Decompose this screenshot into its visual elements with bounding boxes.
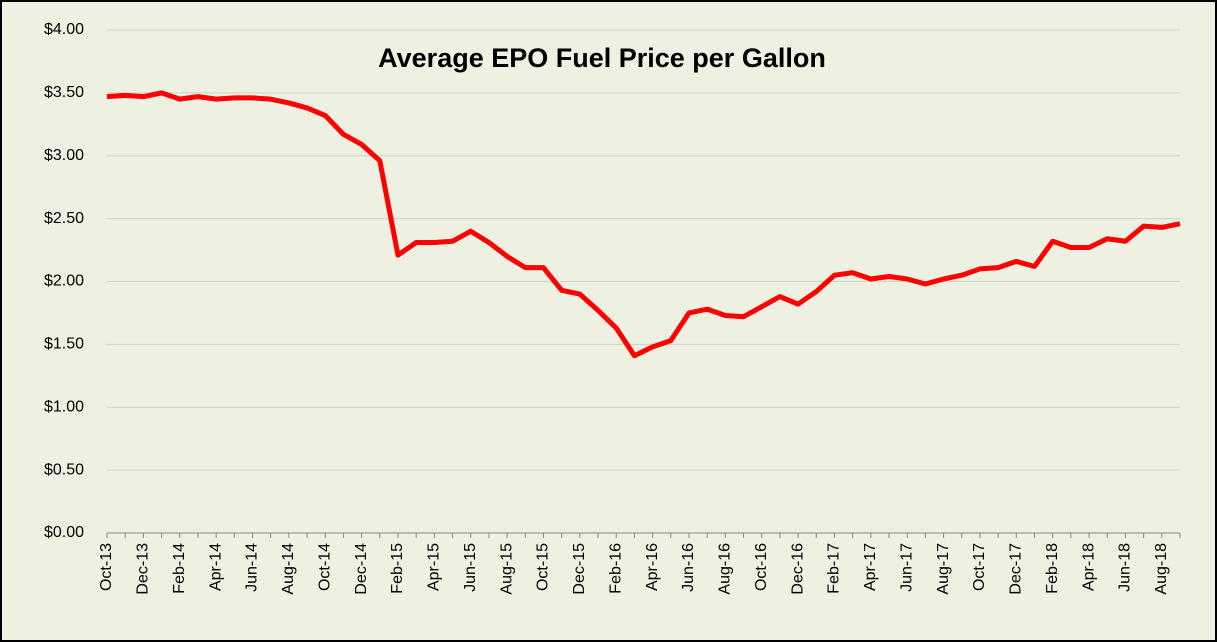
y-tick-label: $2.50: [44, 210, 84, 227]
line-series: [106, 90, 1181, 359]
x-tick-label: Dec-15: [571, 543, 588, 595]
x-tick-label: Feb-16: [607, 543, 624, 594]
x-tick-label: Oct-13: [98, 543, 115, 591]
x-tick-label: Oct-15: [535, 543, 552, 591]
x-tick-label: Apr-17: [862, 543, 879, 591]
y-tick-label: $2.00: [44, 273, 84, 290]
x-tick-label: Aug-16: [717, 543, 734, 595]
x-tick-label: Dec-17: [1008, 543, 1025, 595]
x-tick-label: Jun-14: [244, 543, 261, 592]
x-tick-label: Dec-13: [135, 543, 152, 595]
y-tick-label: $3.00: [44, 147, 84, 164]
x-tick-label: Oct-14: [316, 543, 333, 591]
chart-title: Average EPO Fuel Price per Gallon: [378, 43, 826, 73]
x-tick-label: Feb-17: [826, 543, 843, 594]
x-tick-label: Jun-15: [462, 543, 479, 592]
y-tick-label: $0.50: [44, 461, 84, 478]
y-tick-label: $1.50: [44, 336, 84, 353]
y-tick-label: $1.00: [44, 398, 84, 415]
x-tick-label: Dec-16: [789, 543, 806, 595]
x-tick-label: Jun-16: [680, 543, 697, 592]
x-tick-label: Jun-17: [898, 543, 915, 592]
x-tick-label: Feb-14: [171, 543, 188, 594]
y-tick-label: $3.50: [44, 84, 84, 101]
x-tick-label: Aug-15: [498, 543, 515, 595]
x-tick-label: Aug-18: [1153, 543, 1170, 595]
x-tick-label: Aug-14: [280, 543, 297, 595]
x-tick-label: Oct-17: [971, 543, 988, 591]
x-tick-label: Dec-14: [353, 543, 370, 595]
x-tick-label: Aug-17: [935, 543, 952, 595]
x-tick-label: Jun-18: [1117, 543, 1134, 592]
x-tick-label: Apr-18: [1080, 543, 1097, 591]
x-tick-label: Oct-16: [753, 543, 770, 591]
x-tick-label: Feb-18: [1044, 543, 1061, 594]
y-tick-label: $0.00: [44, 524, 84, 541]
x-tick-label: Apr-14: [207, 543, 224, 591]
x-tick-label: Feb-15: [389, 543, 406, 594]
x-tick-label: Apr-15: [426, 543, 443, 591]
x-tick-label: Apr-16: [644, 543, 661, 591]
y-tick-label: $4.00: [44, 21, 84, 38]
